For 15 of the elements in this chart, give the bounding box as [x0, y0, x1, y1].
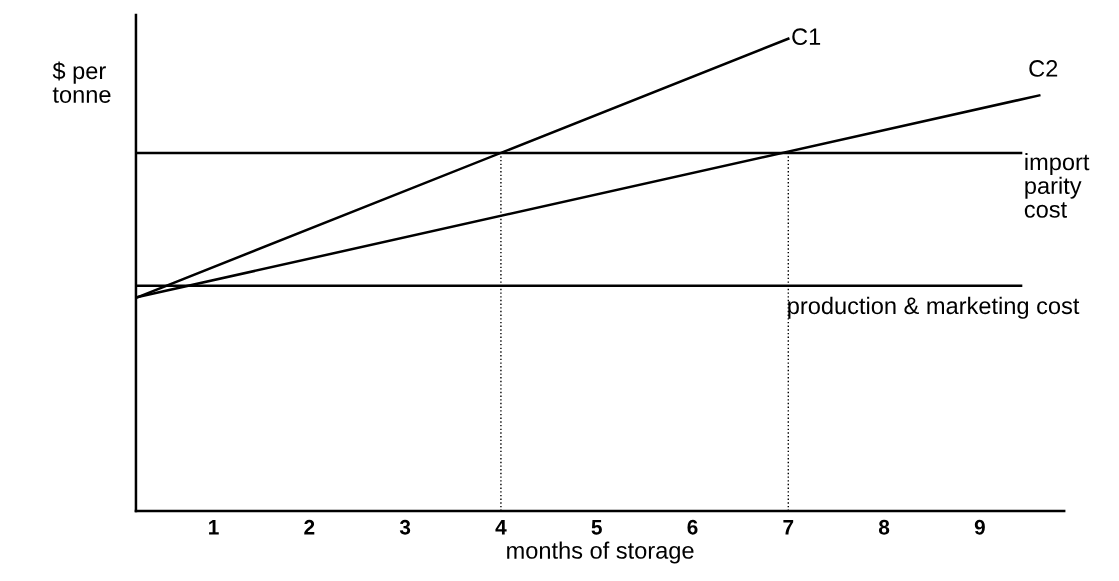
- x-tick-label: 4: [495, 520, 507, 535]
- x-tick-label: 9: [974, 519, 985, 535]
- x-tick-label: 6: [687, 519, 698, 535]
- x-axis-title: months of storage: [507, 541, 694, 564]
- series-label: C1: [792, 28, 821, 46]
- series-label: C2: [1029, 60, 1058, 77]
- x-tick-label: 5: [591, 520, 602, 535]
- x-tick-label: 7: [783, 520, 794, 535]
- x-tick-label: 8: [878, 519, 890, 535]
- series-label: import parity cost: [1024, 153, 1090, 218]
- x-tick-label: 2: [304, 519, 315, 535]
- series-label: production & marketing cost: [788, 296, 1080, 319]
- y-axis-title: $ per tonne: [52, 61, 111, 103]
- x-tick-label: 3: [399, 519, 411, 535]
- x-tick-label: 1: [209, 520, 219, 535]
